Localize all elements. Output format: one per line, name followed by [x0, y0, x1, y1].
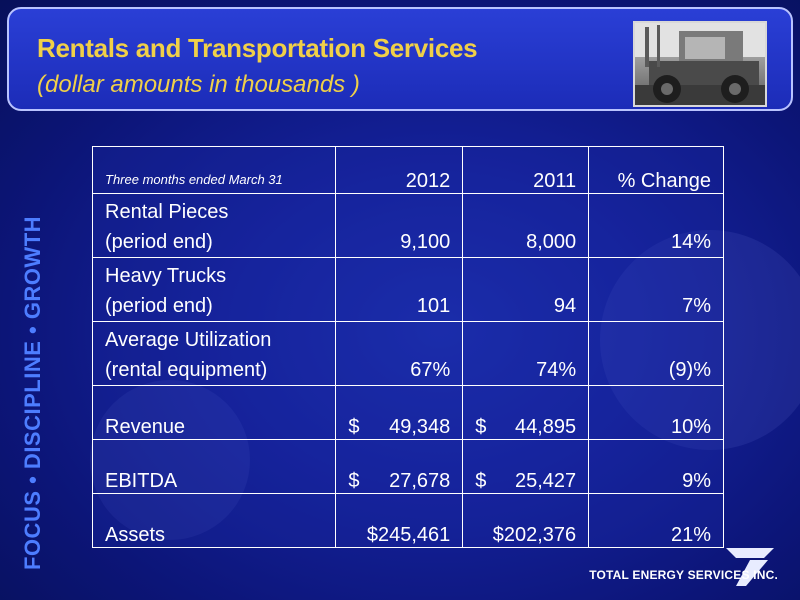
logo-mark-icon: [726, 548, 774, 586]
row-label: Rental Pieces (period end): [91, 193, 337, 258]
row-label: Assets: [91, 493, 337, 548]
value-change: 21%: [588, 493, 724, 548]
value-2012: 9,100: [335, 193, 464, 258]
financial-table: Three months ended March 31 2012 2011 % …: [91, 146, 724, 548]
table-row: Average Utilization (rental equipment) 67…: [91, 321, 724, 386]
column-header-2012: 2012: [335, 146, 464, 194]
value-change: (9)%: [588, 321, 724, 386]
row-label: Revenue: [91, 385, 337, 440]
value-change: 7%: [588, 257, 724, 322]
value-2011: 94: [462, 257, 590, 322]
value-2011: $202,376: [462, 493, 590, 548]
value-change: 10%: [588, 385, 724, 440]
company-logo: TOTAL ENERGY SERVICES INC.: [560, 546, 790, 596]
value-2012: 67%: [335, 321, 464, 386]
value-2012: 101: [335, 257, 464, 322]
value-2011: $44,895: [462, 385, 590, 440]
table-row: Assets $245,461 $202,376 21%: [91, 493, 724, 548]
truck-photo: [633, 21, 767, 107]
value-change: 9%: [588, 439, 724, 494]
slide-title: Rentals and Transportation Services: [37, 33, 478, 63]
value-2011: $25,427: [462, 439, 590, 494]
row-label: EBITDA: [91, 439, 337, 494]
value-2011: 74%: [462, 321, 590, 386]
column-header-2011: 2011: [462, 146, 590, 194]
value-2012: $49,348: [335, 385, 464, 440]
row-label: Heavy Trucks (period end): [91, 257, 337, 322]
table-header-row: Three months ended March 31 2012 2011 % …: [91, 146, 724, 194]
table-row: EBITDA $27,678 $25,427 9%: [91, 439, 724, 494]
value-change: 14%: [588, 193, 724, 258]
column-header-change: % Change: [588, 146, 724, 194]
header-panel: Rentals and Transportation Services (dol…: [7, 7, 793, 111]
company-name: TOTAL ENERGY SERVICES INC.: [589, 568, 778, 582]
table-row: Revenue $49,348 $44,895 10%: [91, 385, 724, 440]
table-row: Rental Pieces (period end) 9,100 8,000 14…: [91, 193, 724, 258]
value-2011: 8,000: [462, 193, 590, 258]
table-row: Heavy Trucks (period end) 101 94 7%: [91, 257, 724, 322]
row-label: Average Utilization (rental equipment): [91, 321, 337, 386]
value-2012: $27,678: [335, 439, 464, 494]
side-slogan: FOCUS • DISCIPLINE • GROWTH: [20, 215, 45, 570]
slide-subtitle: (dollar amounts in thousands ): [37, 71, 360, 98]
period-label: Three months ended March 31: [91, 146, 337, 194]
value-2012: $245,461: [335, 493, 464, 548]
